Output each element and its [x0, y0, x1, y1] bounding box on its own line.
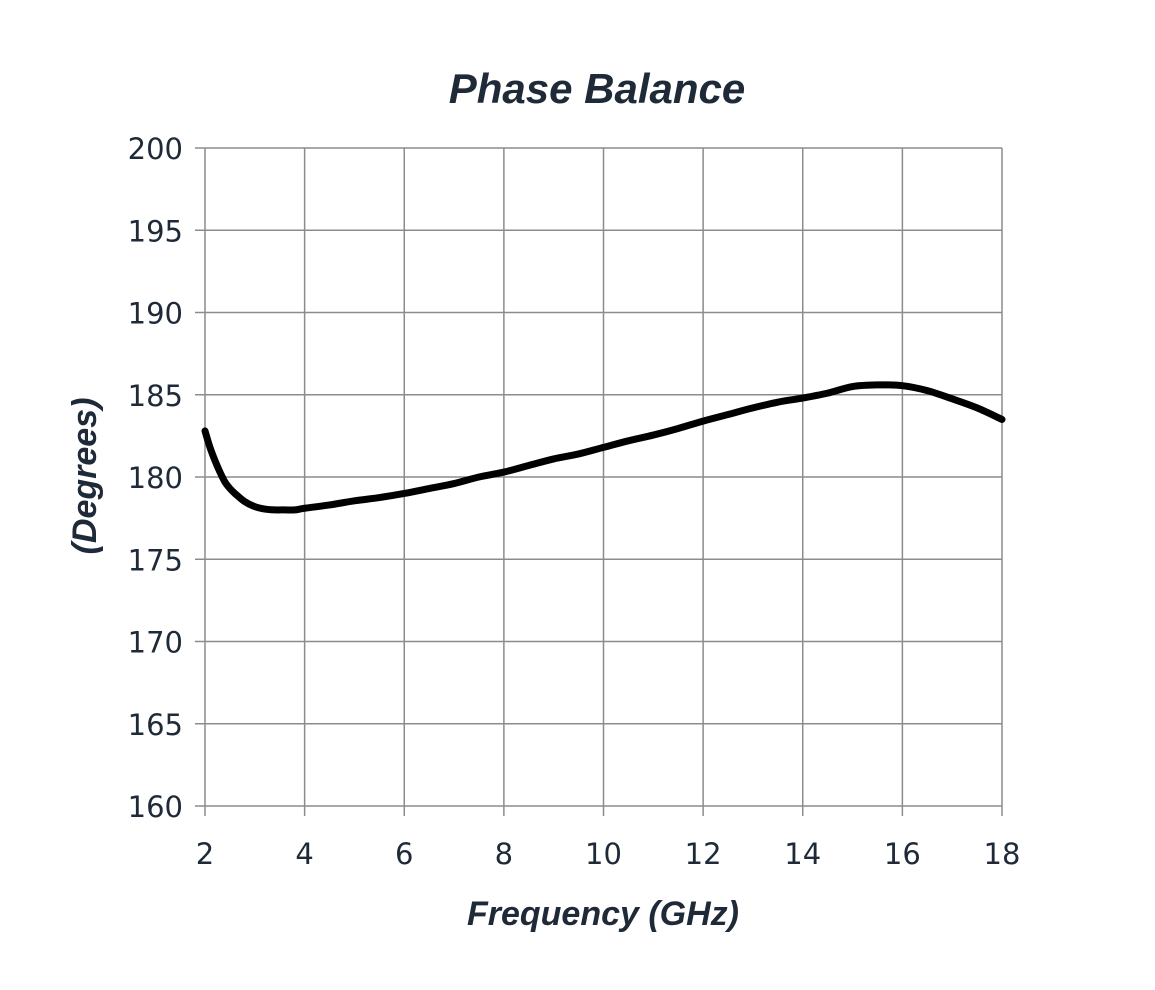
series-layer [201, 381, 1006, 514]
x-tick-label: 14 [784, 837, 821, 871]
x-tick-label: 8 [495, 837, 513, 871]
y-tick-label: 165 [128, 708, 183, 742]
x-tick-label: 16 [884, 837, 921, 871]
x-tick-label: 4 [295, 837, 313, 871]
y-tick-label: 170 [128, 626, 183, 660]
y-tick-label: 190 [128, 297, 183, 331]
y-tick-label: 185 [128, 379, 183, 413]
y-tick-label: 200 [128, 132, 183, 166]
y-tick-label: 175 [128, 543, 183, 577]
tick-labels: 160 165 170 175 180 185 190 195 200 2 4 6 8 10 12 14 16 1… [128, 132, 1021, 871]
x-tick-label: 6 [395, 837, 413, 871]
x-tick-label: 10 [585, 837, 622, 871]
grid [195, 147, 1003, 816]
x-tick-label: 12 [685, 837, 722, 871]
y-tick-label: 180 [128, 461, 183, 495]
x-tick-label: 18 [984, 837, 1021, 871]
y-tick-label: 195 [128, 214, 183, 248]
y-tick-label: 160 [128, 790, 183, 824]
x-axis-label: Frequency (GHz) [467, 895, 739, 933]
chart-title: Phase Balance [449, 65, 746, 112]
x-tick-label: 2 [196, 837, 214, 871]
y-axis-label: (Degrees) [66, 398, 104, 555]
phase-balance-line [201, 381, 1006, 514]
